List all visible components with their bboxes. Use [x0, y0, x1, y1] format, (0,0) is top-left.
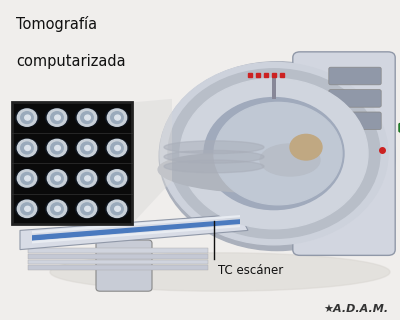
- Bar: [12, 102, 132, 224]
- Circle shape: [46, 200, 68, 218]
- Circle shape: [214, 102, 342, 205]
- Bar: [28, 254, 208, 259]
- Circle shape: [16, 139, 38, 157]
- Ellipse shape: [81, 142, 93, 154]
- Ellipse shape: [21, 172, 33, 184]
- Ellipse shape: [51, 142, 63, 154]
- Circle shape: [180, 78, 368, 229]
- Circle shape: [160, 62, 388, 245]
- Circle shape: [290, 134, 322, 160]
- Ellipse shape: [115, 115, 120, 120]
- Ellipse shape: [164, 141, 264, 154]
- Ellipse shape: [77, 200, 97, 218]
- Circle shape: [76, 169, 98, 188]
- Ellipse shape: [50, 253, 390, 291]
- FancyBboxPatch shape: [329, 67, 381, 85]
- Bar: [28, 260, 208, 264]
- Polygon shape: [132, 99, 172, 224]
- Ellipse shape: [164, 160, 264, 173]
- Ellipse shape: [111, 203, 123, 215]
- Ellipse shape: [77, 109, 97, 126]
- FancyBboxPatch shape: [96, 240, 152, 291]
- Ellipse shape: [55, 115, 60, 120]
- Circle shape: [106, 139, 128, 157]
- Ellipse shape: [21, 142, 33, 154]
- Ellipse shape: [17, 139, 37, 157]
- Ellipse shape: [55, 176, 60, 181]
- Ellipse shape: [17, 170, 37, 187]
- Ellipse shape: [115, 206, 120, 211]
- Ellipse shape: [85, 146, 90, 150]
- Ellipse shape: [77, 139, 97, 157]
- Ellipse shape: [21, 112, 33, 124]
- Ellipse shape: [107, 139, 127, 157]
- Circle shape: [16, 200, 38, 218]
- Bar: [28, 265, 208, 270]
- Ellipse shape: [51, 172, 63, 184]
- Ellipse shape: [55, 206, 60, 211]
- Ellipse shape: [25, 146, 30, 150]
- Circle shape: [16, 169, 38, 188]
- Ellipse shape: [111, 142, 123, 154]
- Polygon shape: [32, 215, 240, 234]
- Text: TC escáner: TC escáner: [218, 264, 283, 277]
- Circle shape: [76, 200, 98, 218]
- Ellipse shape: [164, 150, 264, 163]
- Circle shape: [106, 200, 128, 218]
- FancyBboxPatch shape: [399, 123, 400, 132]
- Ellipse shape: [85, 206, 90, 211]
- Ellipse shape: [115, 176, 120, 181]
- Text: computarizada: computarizada: [16, 54, 126, 69]
- FancyBboxPatch shape: [298, 94, 312, 194]
- Ellipse shape: [115, 146, 120, 150]
- Ellipse shape: [25, 115, 30, 120]
- Ellipse shape: [21, 203, 33, 215]
- Ellipse shape: [51, 203, 63, 215]
- Polygon shape: [32, 225, 240, 244]
- Ellipse shape: [55, 146, 60, 150]
- FancyBboxPatch shape: [329, 112, 381, 130]
- FancyBboxPatch shape: [293, 52, 395, 255]
- Ellipse shape: [107, 200, 127, 218]
- Bar: [28, 248, 208, 253]
- Ellipse shape: [107, 170, 127, 187]
- Circle shape: [106, 108, 128, 127]
- Text: Tomografía: Tomografía: [16, 16, 97, 32]
- Ellipse shape: [158, 153, 326, 192]
- Circle shape: [46, 139, 68, 157]
- Circle shape: [16, 108, 38, 127]
- Ellipse shape: [85, 176, 90, 181]
- FancyBboxPatch shape: [329, 90, 381, 107]
- Ellipse shape: [111, 112, 123, 124]
- Circle shape: [204, 98, 344, 210]
- Ellipse shape: [47, 170, 67, 187]
- Circle shape: [106, 169, 128, 188]
- Ellipse shape: [111, 172, 123, 184]
- Ellipse shape: [81, 172, 93, 184]
- Ellipse shape: [260, 144, 320, 176]
- Ellipse shape: [47, 109, 67, 126]
- Polygon shape: [20, 214, 248, 250]
- Circle shape: [168, 69, 380, 238]
- Ellipse shape: [81, 203, 93, 215]
- Circle shape: [46, 108, 68, 127]
- Ellipse shape: [77, 170, 97, 187]
- Circle shape: [46, 169, 68, 188]
- Circle shape: [76, 139, 98, 157]
- Ellipse shape: [47, 139, 67, 157]
- Circle shape: [159, 62, 395, 251]
- Ellipse shape: [81, 112, 93, 124]
- Text: ★A.D.A.M.: ★A.D.A.M.: [323, 304, 388, 314]
- Ellipse shape: [25, 206, 30, 211]
- Ellipse shape: [107, 109, 127, 126]
- Bar: [272, 74, 276, 99]
- Ellipse shape: [85, 115, 90, 120]
- Ellipse shape: [25, 176, 30, 181]
- Polygon shape: [32, 219, 240, 241]
- Ellipse shape: [17, 109, 37, 126]
- Ellipse shape: [51, 112, 63, 124]
- Ellipse shape: [17, 200, 37, 218]
- Circle shape: [76, 108, 98, 127]
- Ellipse shape: [47, 200, 67, 218]
